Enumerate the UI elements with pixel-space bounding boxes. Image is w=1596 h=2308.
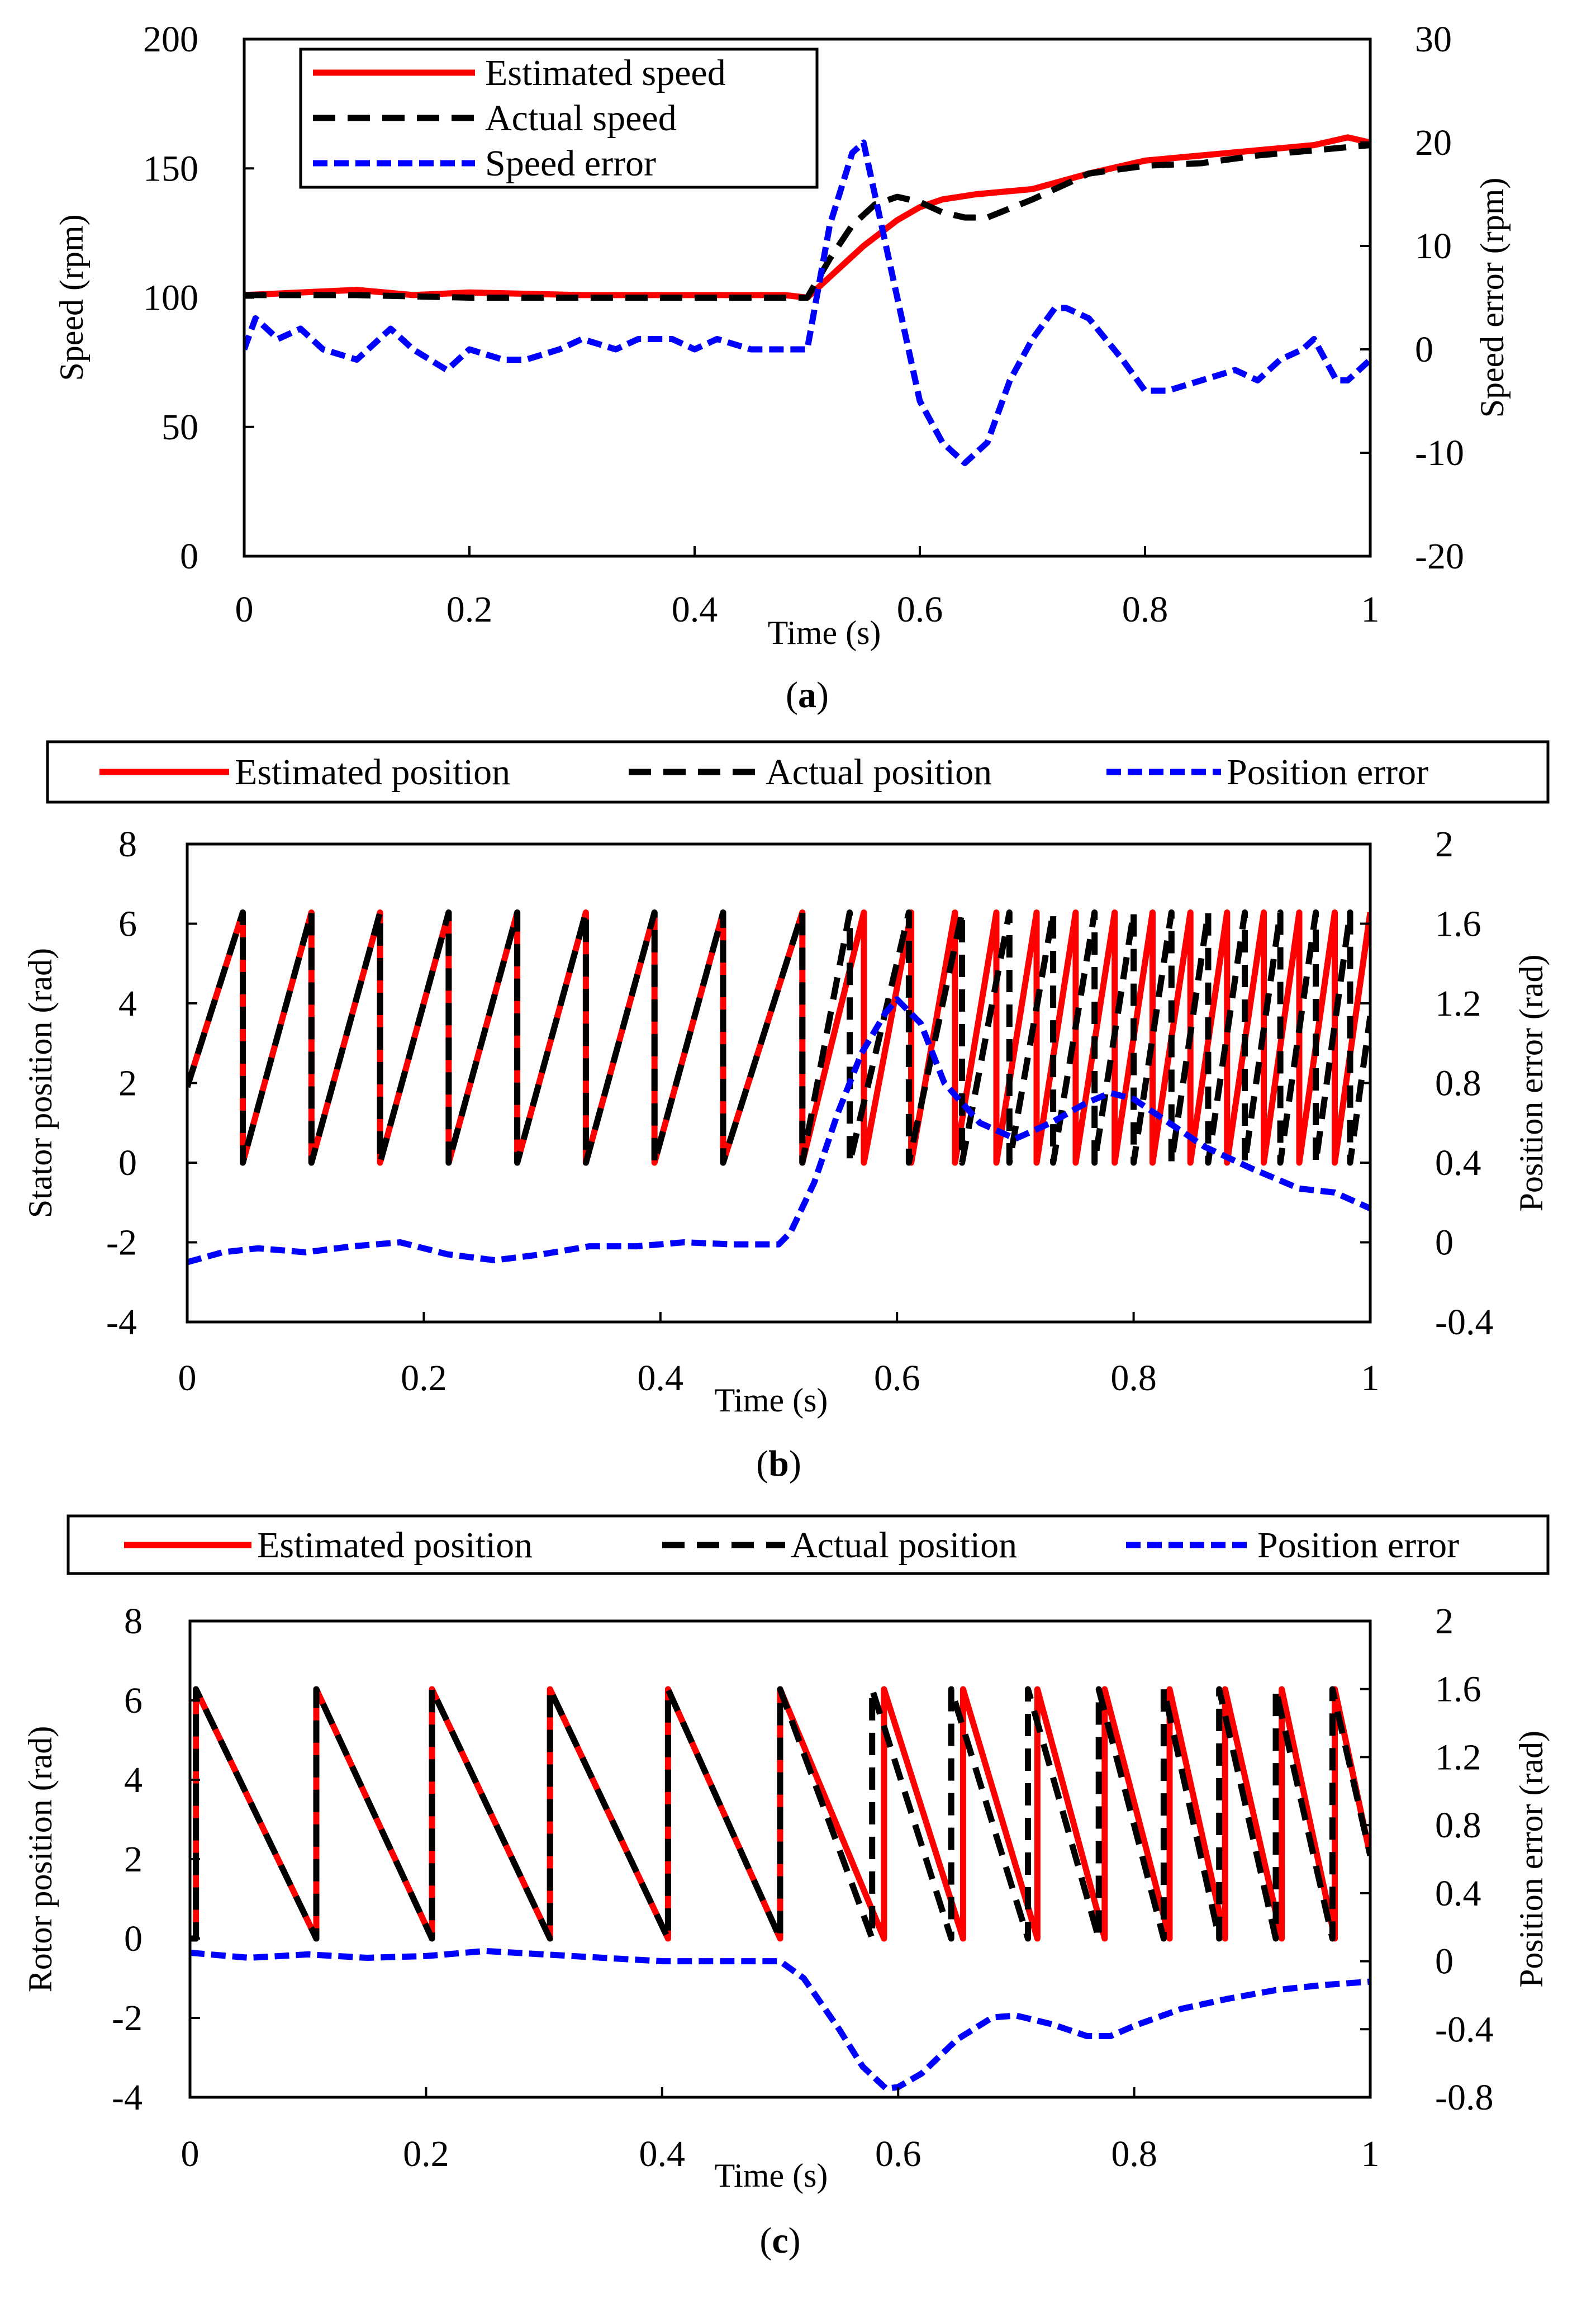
y2-tick-label: 0.8 — [1435, 1063, 1481, 1104]
y-tick-label: 200 — [143, 19, 198, 60]
y2-tick-label: 30 — [1415, 19, 1452, 60]
y2-tick-label: 1.2 — [1435, 1737, 1481, 1778]
y-tick-label: -2 — [106, 1222, 137, 1263]
series-line-position-error — [187, 996, 1370, 1266]
y2-tick-label: 0.8 — [1435, 1805, 1481, 1846]
x-tick-label: 0.8 — [1110, 1358, 1157, 1399]
x-tick-label: 0 — [235, 589, 254, 630]
legend-label: Estimated position — [235, 752, 510, 793]
series-line-estimated-speed — [244, 134, 1370, 301]
chart-a: 0 0.2 0.4 0.6 0.8 1050100150200-20-100102030S… — [53, 19, 1510, 715]
plot-area — [244, 134, 1370, 466]
x-tick-label: 0.2 — [403, 2134, 449, 2174]
chart-c: 0 0.2 0.4 0.6 0.8 1 -4 -2 0 2 4 6 8 -0.8 -0.4 0 0.4 0.8 1.… — [22, 1514, 1550, 2261]
series-line-actual-speed — [244, 142, 1370, 301]
y-tick-label: 2 — [118, 1063, 137, 1104]
y2-tick-label: -0.4 — [1435, 1302, 1493, 1343]
x-tick-label: 1 — [1361, 589, 1380, 630]
y2-tick-label: 0 — [1435, 1941, 1454, 1982]
legend-label: Position error — [1257, 1525, 1459, 1566]
y2-tick-label: 0.4 — [1435, 1873, 1481, 1914]
x-tick-label: 0.6 — [875, 2134, 922, 2174]
panel-caption: (a) — [786, 675, 829, 715]
y2-tick-label: 0.4 — [1435, 1143, 1481, 1183]
panel-caption: (b) — [756, 1443, 801, 1484]
x-tick-label: 1 — [1361, 1358, 1380, 1399]
y2-tick-label: 10 — [1415, 226, 1452, 267]
series-line-actual-position — [190, 1686, 1370, 1942]
x-tick-label: 0.4 — [639, 2134, 686, 2174]
y2-axis-label: Speed error (rpm) — [1474, 178, 1510, 418]
y2-axis-label: Position error (rad) — [1513, 1731, 1550, 1988]
y2-tick-label: 2 — [1435, 824, 1454, 865]
y-axis-label: Stator position (rad) — [22, 948, 59, 1218]
y-tick-label: 2 — [124, 1839, 142, 1880]
legend-label: Position error — [1227, 752, 1428, 793]
x-tick-label: 0.6 — [874, 1358, 920, 1399]
chart-b: 0 0.2 0.4 0.6 0.8 1 -4 -2 0 2 4 6 8 -0.4 0 0.4 0.8 1.2 1.6… — [22, 740, 1550, 1484]
series-line-speed-error — [244, 139, 1370, 466]
y-axis-label: Speed (rpm) — [53, 214, 90, 381]
series-line-actual-position — [187, 909, 1370, 1166]
x-tick-label: 0 — [178, 1358, 197, 1399]
legend: Estimated position Actual position Positio… — [46, 740, 1550, 804]
legend: Estimated position Actual position Positio… — [66, 1514, 1550, 1575]
legend-box — [66, 1514, 1550, 1575]
y-tick-label: -4 — [112, 2077, 142, 2118]
x-axis-label: Time (s) — [715, 2157, 828, 2194]
y-tick-label: 4 — [118, 983, 137, 1024]
y-tick-label: 0 — [124, 1918, 142, 1959]
y-tick-label: -4 — [106, 1302, 137, 1343]
x-axis-label: Time (s) — [715, 1382, 828, 1419]
legend-label: Actual position — [791, 1525, 1017, 1566]
y-tick-label: 4 — [124, 1760, 142, 1800]
y-tick-label: 150 — [143, 148, 198, 189]
legend-label: Actual speed — [485, 98, 677, 139]
y-tick-label: 6 — [124, 1680, 142, 1721]
y2-axis-label: Position error (rad) — [1513, 955, 1550, 1212]
y-tick-label: -2 — [112, 1998, 142, 2039]
y-tick-label: 8 — [118, 824, 137, 865]
y-tick-label: 0 — [180, 536, 198, 577]
legend-label: Estimated speed — [485, 53, 726, 93]
y-tick-label: 0 — [118, 1143, 137, 1183]
y2-tick-label: -0.8 — [1435, 2077, 1493, 2118]
y2-tick-label: -10 — [1415, 433, 1464, 473]
y2-tick-label: 1.6 — [1435, 904, 1481, 945]
x-tick-label: 0.2 — [401, 1358, 447, 1399]
y2-tick-label: 20 — [1415, 122, 1452, 163]
y-tick-label: 8 — [124, 1601, 142, 1642]
y-axis-label: Rotor position (rad) — [22, 1726, 59, 1993]
x-axis-label: Time (s) — [768, 614, 881, 651]
y2-tick-label: 0 — [1415, 329, 1433, 370]
x-tick-label: 0.8 — [1111, 2134, 1157, 2174]
legend-box — [46, 740, 1550, 804]
plot-area — [190, 1686, 1370, 2092]
plot-area — [187, 909, 1370, 1266]
legend-label: Speed error — [485, 143, 656, 184]
x-tick-label: 0.6 — [897, 589, 943, 630]
y2-tick-label: -20 — [1415, 536, 1464, 577]
y-tick-label: 50 — [162, 407, 198, 448]
y2-tick-label: 2 — [1435, 1601, 1454, 1642]
x-tick-label: 0.2 — [446, 589, 493, 630]
y2-tick-label: 1.6 — [1435, 1669, 1481, 1710]
y2-tick-label: 0 — [1435, 1222, 1454, 1263]
y2-tick-label: 1.2 — [1435, 983, 1481, 1024]
x-tick-label: 0.4 — [638, 1358, 684, 1399]
y-tick-label: 100 — [143, 278, 198, 319]
x-tick-label: 1 — [1361, 2134, 1380, 2174]
series-line-position-error — [190, 1947, 1370, 2092]
y-tick-label: 6 — [118, 904, 137, 945]
x-tick-label: 0.4 — [672, 589, 718, 630]
x-tick-label: 0.8 — [1122, 589, 1168, 630]
x-tick-label: 0 — [181, 2134, 200, 2174]
legend-label: Actual position — [766, 752, 992, 793]
legend-label: Estimated position — [257, 1525, 533, 1566]
panel-caption: (c) — [759, 2220, 800, 2261]
y2-tick-label: -0.4 — [1435, 2009, 1493, 2050]
